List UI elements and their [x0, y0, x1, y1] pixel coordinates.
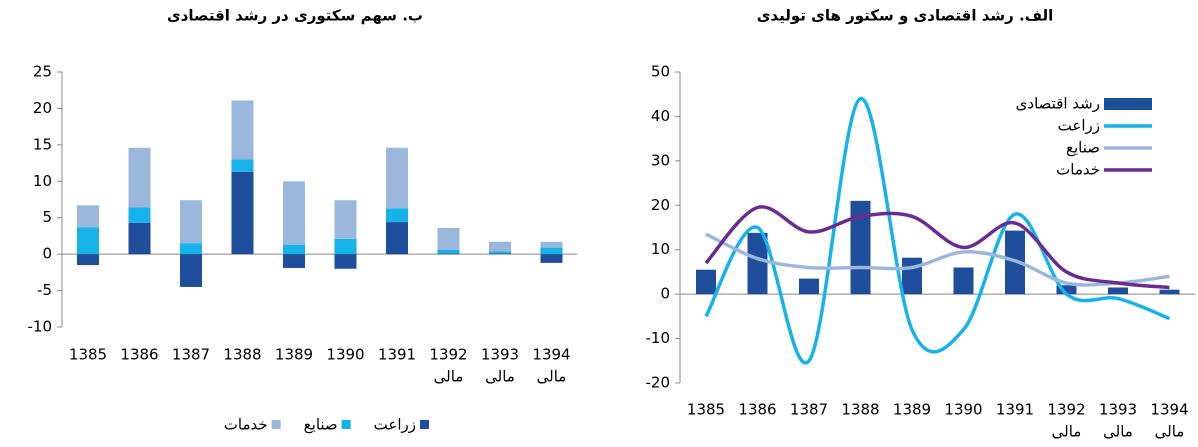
bar: [283, 244, 305, 255]
legend-label: صنایع: [1066, 139, 1100, 157]
bar: [77, 254, 99, 266]
legend-swatch: [420, 420, 429, 429]
bar: [128, 222, 151, 255]
bar: [283, 254, 305, 268]
y-tick-label: 10: [651, 240, 670, 258]
line: [704, 96, 1171, 365]
bar: [437, 249, 460, 254]
bar: [437, 227, 460, 250]
x-tick-label: مالی: [1052, 423, 1082, 441]
bar: [386, 208, 408, 223]
y-tick-label: 0: [660, 285, 670, 303]
x-tick-label: 1388: [223, 346, 261, 364]
bar: [1159, 289, 1180, 295]
y-tick-label: 30: [651, 151, 670, 169]
x-tick-label: 1391: [378, 346, 416, 364]
bar: [902, 257, 922, 295]
bar: [489, 251, 511, 254]
y-tick-label: -20: [646, 374, 671, 392]
x-tick-label: 1392: [429, 346, 467, 364]
bar: [231, 159, 254, 172]
y-tick-label: 50: [651, 63, 670, 81]
y-tick-label: 20: [651, 196, 670, 214]
x-tick-label: 1393: [481, 346, 519, 364]
bar: [180, 200, 202, 244]
bar: [799, 278, 819, 295]
bar: [696, 269, 716, 295]
x-tick-label: 1391: [996, 401, 1034, 419]
x-tick-label: مالی: [434, 368, 464, 386]
x-tick-label: 1387: [790, 401, 828, 419]
bar: [283, 181, 305, 245]
y-tick-label: 10: [33, 172, 52, 190]
y-tick-label: -10: [646, 329, 671, 347]
chart-title: ب. سهم سکتوری در رشد اقتصادی: [167, 7, 423, 25]
legend-label: زراعت: [1058, 117, 1100, 135]
x-tick-label: 1389: [893, 401, 931, 419]
legend-label: خدمات: [1056, 161, 1100, 179]
legend-label: رشد اقتصادی: [1016, 95, 1100, 113]
y-tick-label: 25: [33, 63, 52, 81]
bar: [180, 254, 202, 287]
bar: [128, 207, 151, 223]
x-tick-label: 1387: [172, 346, 210, 364]
bar: [489, 253, 511, 255]
y-tick-label: 20: [33, 99, 52, 117]
bar: [386, 222, 408, 255]
x-tick-label: 1385: [687, 401, 725, 419]
legend-swatch: [1104, 98, 1152, 110]
bar: [334, 238, 357, 255]
bar: [437, 253, 460, 255]
y-tick-label: -5: [37, 281, 52, 299]
y-tick-label: 40: [651, 107, 670, 125]
bar: [953, 267, 974, 295]
x-tick-label: 1388: [841, 401, 879, 419]
bar: [231, 171, 254, 255]
x-tick-label: 1386: [120, 346, 158, 364]
x-tick-label: مالی: [1155, 423, 1185, 441]
legend-swatch: [341, 420, 351, 429]
bar: [180, 243, 202, 255]
bar: [334, 254, 357, 269]
x-tick-label: 1392: [1047, 401, 1085, 419]
bar: [540, 254, 563, 263]
bar: [386, 147, 408, 209]
x-tick-label: مالی: [1103, 423, 1133, 441]
x-tick-label: 1386: [738, 401, 776, 419]
legend-swatch: [271, 420, 281, 429]
x-tick-label: 1393: [1099, 401, 1137, 419]
x-tick-label: 1390: [944, 401, 982, 419]
bar: [334, 200, 357, 239]
bar: [747, 232, 768, 295]
line: [705, 232, 1170, 287]
bar: [540, 241, 563, 248]
x-tick-label: 1390: [326, 346, 364, 364]
bar: [489, 241, 511, 252]
legend-label: صنایع: [304, 416, 338, 434]
x-tick-label: مالی: [537, 368, 567, 386]
y-tick-label: 0: [42, 245, 52, 263]
bar: [128, 147, 151, 208]
x-tick-label: مالی: [485, 368, 515, 386]
legend-label: زراعت: [374, 416, 416, 434]
bar: [77, 205, 99, 228]
line: [704, 205, 1170, 290]
x-tick-label: 1389: [275, 346, 313, 364]
bar: [77, 227, 99, 255]
bar: [850, 200, 871, 295]
y-tick-label: 5: [42, 208, 52, 226]
y-tick-label: 15: [33, 135, 52, 153]
bar: [231, 100, 254, 160]
x-tick-label: 1394: [1150, 401, 1188, 419]
bar: [540, 247, 563, 255]
y-tick-label: -10: [28, 318, 53, 336]
chart-title: الف. رشد اقتصادی و سکتور های تولیدی: [757, 7, 1054, 25]
legend-label: خدمات: [224, 416, 268, 434]
bar: [1108, 287, 1128, 295]
bar: [1056, 285, 1077, 295]
x-tick-label: 1385: [69, 346, 107, 364]
x-tick-label: 1394: [532, 346, 570, 364]
